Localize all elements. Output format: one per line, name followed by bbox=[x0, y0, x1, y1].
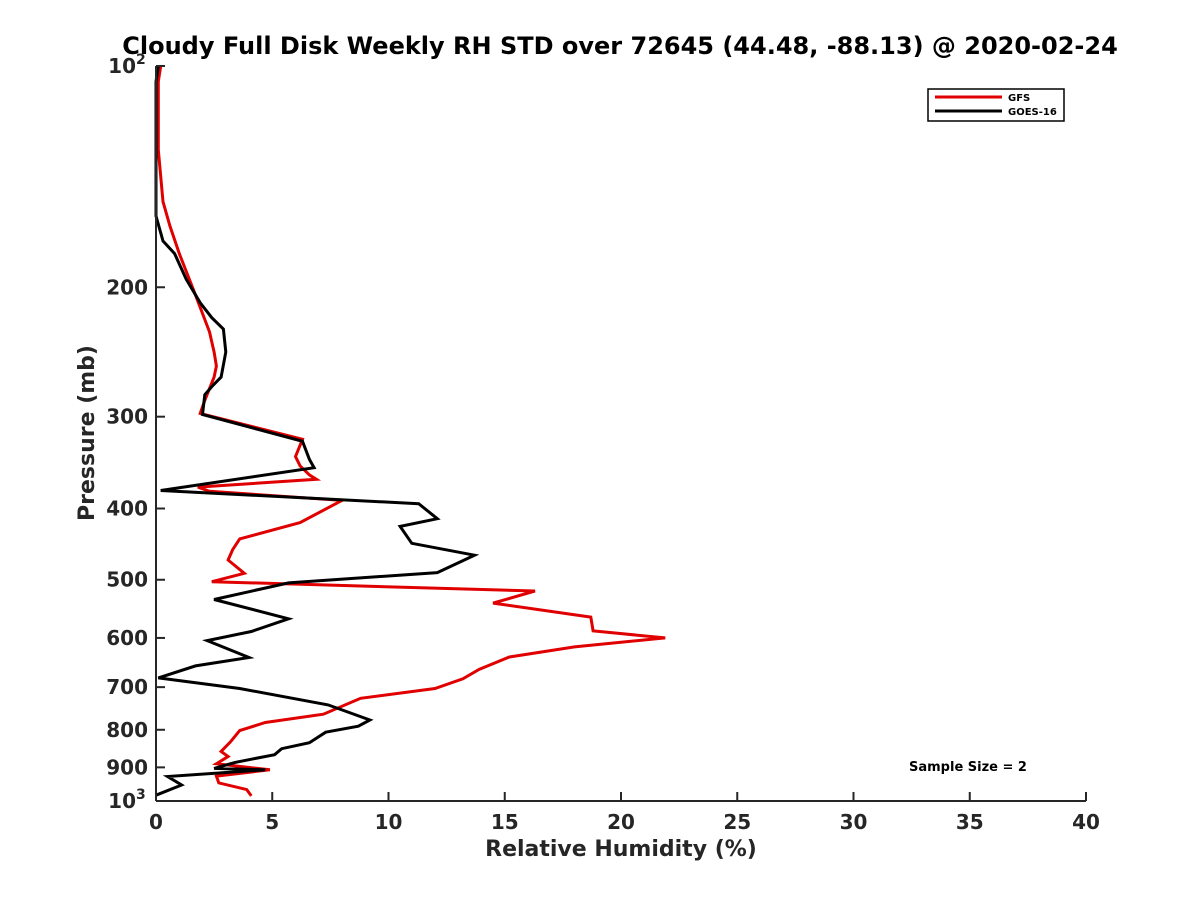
series-line-gfs bbox=[156, 65, 666, 797]
x-axis-label: Relative Humidity (%) bbox=[485, 837, 757, 862]
y-tick-exponent: 2 bbox=[136, 52, 146, 68]
x-tick-label: 10 bbox=[375, 810, 403, 834]
y-tick-label: 600 bbox=[106, 626, 148, 650]
series-line-goes16 bbox=[154, 65, 480, 797]
x-tick-label: 20 bbox=[607, 810, 635, 834]
y-axis-label: Pressure (mb) bbox=[75, 345, 100, 521]
x-tick-label: 30 bbox=[840, 810, 868, 834]
y-tick-label: 10 bbox=[108, 54, 136, 78]
legend: GFS GOES-16 bbox=[927, 88, 1065, 122]
y-tick-exponent: 3 bbox=[136, 787, 146, 803]
legend-label-goes16: GOES-16 bbox=[1008, 107, 1057, 118]
y-tick-label: 400 bbox=[106, 497, 148, 521]
y-tick-label: 900 bbox=[106, 755, 148, 779]
y-tick-label: 700 bbox=[106, 675, 148, 699]
x-tick-label: 5 bbox=[265, 810, 279, 834]
x-tick-label: 0 bbox=[149, 810, 163, 834]
x-tick-label: 25 bbox=[723, 810, 751, 834]
legend-label-gfs: GFS bbox=[1008, 93, 1030, 104]
sample-size-annotation: Sample Size = 2 bbox=[909, 760, 1027, 775]
y-tick-label: 200 bbox=[106, 275, 148, 299]
series-layer bbox=[154, 65, 666, 797]
x-tick-label: 35 bbox=[956, 810, 984, 834]
chart-title: Cloudy Full Disk Weekly RH STD over 7264… bbox=[122, 32, 1118, 60]
legend-box bbox=[927, 88, 1065, 122]
x-ticks: 0 5 10 15 20 25 30 35 40 bbox=[149, 792, 1100, 834]
y-tick-label: 500 bbox=[106, 568, 148, 592]
x-tick-label: 40 bbox=[1072, 810, 1100, 834]
y-tick-label: 300 bbox=[106, 405, 148, 429]
y-tick-label: 800 bbox=[106, 718, 148, 742]
x-tick-label: 15 bbox=[491, 810, 519, 834]
y-tick-label: 10 bbox=[108, 789, 136, 813]
